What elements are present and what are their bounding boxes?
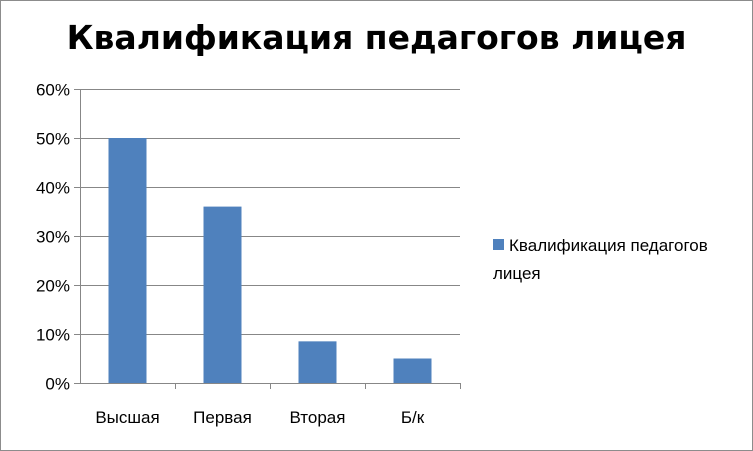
legend-swatch: [493, 239, 504, 250]
legend-label: Квалификация педагогов лицея: [493, 236, 708, 283]
y-tick-label: 40%: [36, 179, 70, 198]
bar-1: [108, 138, 147, 383]
x-tick-label: Б/к: [401, 408, 425, 427]
y-tick-label: 60%: [36, 81, 70, 100]
y-tick-label: 30%: [36, 228, 70, 247]
chart-title: Квалификация педагогов лицея: [66, 18, 687, 57]
bar-3: [298, 341, 337, 383]
x-tick-label: Первая: [193, 408, 252, 427]
x-tick-label: Вторая: [290, 408, 346, 427]
y-tick-label: 50%: [36, 130, 70, 149]
y-tick-label: 10%: [36, 326, 70, 345]
legend: Квалификация педагогов лицея: [493, 232, 748, 288]
x-tick-label: Высшая: [95, 408, 159, 427]
y-tick-label: 20%: [36, 277, 70, 296]
bar-2: [203, 206, 242, 383]
bar-4: [393, 358, 432, 383]
y-tick-label: 0%: [45, 375, 70, 394]
